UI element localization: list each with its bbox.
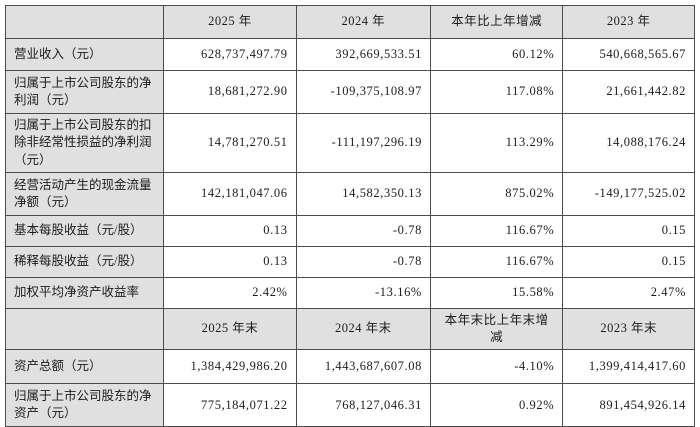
row-label: 资产总额（元）	[4, 349, 165, 385]
cell-2024: 14,582,350.13	[295, 171, 431, 216]
cell-2023: 21,661,442.82	[562, 70, 695, 114]
cell-2024: -0.78	[295, 214, 431, 247]
cell-2023: 540,668,565.67	[562, 38, 695, 71]
cell-yoy-change: 875.02%	[429, 171, 564, 216]
row-label: 经营活动产生的现金流量净额（元）	[4, 171, 165, 216]
cell-2025-end: 1,384,429,986.20	[163, 349, 297, 385]
cell-2024: -0.78	[295, 245, 431, 278]
cell-2025: 628,737,497.79	[163, 38, 297, 71]
cell-2025: 18,681,272.90	[163, 70, 297, 114]
corner-cell	[4, 5, 165, 39]
financial-summary-table: 2025 年 2024 年 本年比上年增减 2023 年 营业收入（元） 628…	[4, 5, 695, 427]
cell-end-yoy-change: -4.10%	[429, 349, 564, 385]
row-label: 加权平均净资产收益率	[4, 276, 165, 309]
row-label: 归属于上市公司股东的净利润（元）	[4, 70, 165, 114]
table-row-total-assets: 资产总额（元） 1,384,429,986.20 1,443,687,607.0…	[4, 349, 695, 385]
cell-yoy-change: 117.08%	[429, 70, 564, 114]
table-row-diluted-eps: 稀释每股收益（元/股） 0.13 -0.78 116.67% 0.15	[4, 245, 695, 278]
col-header-end-yoy-change: 本年末比上年末增减	[429, 307, 564, 351]
cell-2024-end: 1,443,687,607.08	[295, 349, 431, 385]
col-header-2023-end: 2023 年末	[562, 307, 695, 351]
cell-end-yoy-change: 0.92%	[429, 383, 564, 427]
cell-2025: 0.13	[163, 245, 297, 278]
cell-2025: 2.42%	[163, 276, 297, 309]
col-header-yoy-change: 本年比上年增减	[429, 5, 564, 39]
corner-cell	[4, 307, 165, 351]
cell-2024-end: 768,127,046.31	[295, 383, 431, 427]
table-row-net-profit: 归属于上市公司股东的净利润（元） 18,681,272.90 -109,375,…	[4, 70, 695, 114]
cell-yoy-change: 113.29%	[429, 113, 564, 173]
table-row-net-assets: 归属于上市公司股东的净资产（元） 775,184,071.22 768,127,…	[4, 383, 695, 427]
table-row-operating-cash-flow: 经营活动产生的现金流量净额（元） 142,181,047.06 14,582,3…	[4, 171, 695, 216]
cell-2023: 0.15	[562, 214, 695, 247]
cell-2023-end: 891,454,926.14	[562, 383, 695, 427]
table-row-weighted-avg-roe: 加权平均净资产收益率 2.42% -13.16% 15.58% 2.47%	[4, 276, 695, 309]
cell-2024: -111,197,296.19	[295, 113, 431, 173]
table-row-net-profit-excl-nonrecurring: 归属于上市公司股东的扣除非经常性损益的净利润（元） 14,781,270.51 …	[4, 113, 695, 173]
row-label: 营业收入（元）	[4, 38, 165, 71]
cell-yoy-change: 116.67%	[429, 245, 564, 278]
cell-yoy-change: 116.67%	[429, 214, 564, 247]
cell-2023-end: 1,399,414,417.60	[562, 349, 695, 385]
cell-yoy-change: 15.58%	[429, 276, 564, 309]
cell-2024: -13.16%	[295, 276, 431, 309]
row-label: 归属于上市公司股东的净资产（元）	[4, 383, 165, 427]
row-label: 归属于上市公司股东的扣除非经常性损益的净利润（元）	[4, 113, 165, 173]
cell-2024: 392,669,533.51	[295, 38, 431, 71]
row-label: 基本每股收益（元/股）	[4, 214, 165, 247]
cell-2023: 14,088,176.24	[562, 113, 695, 173]
col-header-2025: 2025 年	[163, 5, 297, 39]
cell-2023: -149,177,525.02	[562, 171, 695, 216]
cell-2025-end: 775,184,071.22	[163, 383, 297, 427]
header-row-period-end: 2025 年末 2024 年末 本年末比上年末增减 2023 年末	[4, 307, 695, 351]
row-label: 稀释每股收益（元/股）	[4, 245, 165, 278]
cell-2023: 0.15	[562, 245, 695, 278]
cell-2025: 14,781,270.51	[163, 113, 297, 173]
table-row-basic-eps: 基本每股收益（元/股） 0.13 -0.78 116.67% 0.15	[4, 214, 695, 247]
financial-summary-page: 2025 年 2024 年 本年比上年增减 2023 年 营业收入（元） 628…	[4, 5, 695, 427]
col-header-2024-end: 2024 年末	[295, 307, 431, 351]
cell-2023: 2.47%	[562, 276, 695, 309]
col-header-2023: 2023 年	[562, 5, 695, 39]
col-header-2025-end: 2025 年末	[163, 307, 297, 351]
table-row-revenue: 营业收入（元） 628,737,497.79 392,669,533.51 60…	[4, 38, 695, 71]
cell-2024: -109,375,108.97	[295, 70, 431, 114]
header-row-annual: 2025 年 2024 年 本年比上年增减 2023 年	[4, 5, 695, 39]
cell-2025: 0.13	[163, 214, 297, 247]
cell-yoy-change: 60.12%	[429, 38, 564, 71]
cell-2025: 142,181,047.06	[163, 171, 297, 216]
col-header-2024: 2024 年	[295, 5, 431, 39]
